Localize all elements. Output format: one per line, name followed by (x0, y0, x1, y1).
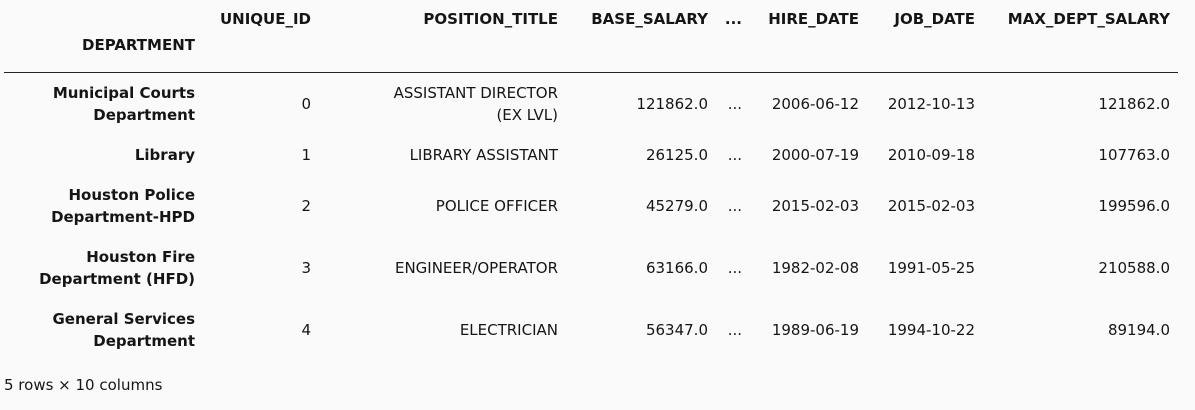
corner-blank-header (4, 0, 203, 32)
column-header: BASE_SALARY (591, 10, 708, 28)
column-header: POSITION_TITLE (423, 10, 558, 28)
column-header: ... (724, 10, 742, 28)
column-header: MAX_DEPT_SALARY (1007, 10, 1170, 28)
cell: 2010-09-18 (887, 146, 975, 164)
table-row: Library 1 LIBRARY ASSISTANT 26125.0... 2000-… (4, 135, 1178, 175)
cell: 45279.0 (645, 197, 708, 215)
blank-header-cell (867, 32, 983, 73)
cell: 4 (301, 321, 311, 339)
dataframe-output: UNIQUE_ID POSITION_TITLE BASE_SALARY... HIR… (4, 0, 1178, 394)
cell: 1991-05-25 (887, 259, 975, 277)
cell: ... (727, 197, 742, 215)
blank-header-cell (983, 32, 1178, 73)
cell: 1 (301, 146, 311, 164)
cell: 199596.0 (1098, 197, 1170, 215)
cell: 2006-06-12 (771, 95, 859, 113)
cell: 63166.0 (645, 259, 708, 277)
table-row: Houston Fire Department (HFD) 3 ENGINEER/O… (4, 237, 1178, 299)
cell: 107763.0 (1098, 146, 1170, 164)
blank-header-cell (716, 32, 750, 73)
cell: ... (727, 95, 742, 113)
blank-header-cell (319, 32, 566, 73)
index-name-row: DEPARTMENT (4, 32, 1178, 73)
table-header: UNIQUE_ID POSITION_TITLE BASE_SALARY... HIR… (4, 0, 1178, 73)
cell: ASSISTANT DIRECTOR (EX LVL) (393, 84, 558, 124)
column-header: JOB_DATE (894, 10, 975, 28)
blank-header-cell (750, 32, 867, 73)
blank-header-cell (203, 32, 319, 73)
row-index-cell: Houston Police Department-HPD (51, 186, 195, 226)
row-index-cell: Houston Fire Department (HFD) (39, 248, 195, 288)
cell: 2000-07-19 (771, 146, 859, 164)
column-header: HIRE_DATE (768, 10, 859, 28)
index-name: DEPARTMENT (4, 32, 203, 73)
table-row: Houston Police Department-HPD 2 POLICE OFF… (4, 175, 1178, 237)
blank-header-cell (566, 32, 716, 73)
cell: 2012-10-13 (887, 95, 975, 113)
cell: ... (727, 321, 742, 339)
cell: 1994-10-22 (887, 321, 975, 339)
cell: 56347.0 (645, 321, 708, 339)
cell: 0 (301, 95, 311, 113)
cell: 121862.0 (1098, 95, 1170, 113)
row-index-cell: General Services Department (52, 310, 195, 350)
cell: 2015-02-03 (887, 197, 975, 215)
table-body: Municipal Courts Department 0 ASSISTANT DI… (4, 73, 1178, 362)
cell: 1982-02-08 (771, 259, 859, 277)
cell: 3 (301, 259, 311, 277)
dataframe-table: UNIQUE_ID POSITION_TITLE BASE_SALARY... HIR… (4, 0, 1178, 361)
cell: 26125.0 (645, 146, 708, 164)
shape-summary: 5 rows × 10 columns (4, 376, 163, 394)
cell: 2 (301, 197, 311, 215)
table-row: Municipal Courts Department 0 ASSISTANT DI… (4, 73, 1178, 136)
cell: LIBRARY ASSISTANT (409, 146, 558, 164)
table-row: General Services Department 4 ELECTRICIAN 5… (4, 299, 1178, 361)
cell: 210588.0 (1098, 259, 1170, 277)
column-header-row: UNIQUE_ID POSITION_TITLE BASE_SALARY... HIR… (4, 0, 1178, 32)
cell: 89194.0 (1107, 321, 1170, 339)
cell: ... (727, 259, 742, 277)
cell: 121862.0 (636, 95, 708, 113)
cell: ENGINEER/OPERATOR (394, 259, 558, 277)
cell: ... (727, 146, 742, 164)
row-index-cell: Municipal Courts Department (52, 84, 195, 124)
row-index-cell: Library (134, 146, 195, 164)
cell: 2015-02-03 (771, 197, 859, 215)
cell: POLICE OFFICER (435, 197, 558, 215)
cell: 1989-06-19 (771, 321, 859, 339)
cell: ELECTRICIAN (459, 321, 558, 339)
column-header: UNIQUE_ID (219, 10, 311, 28)
